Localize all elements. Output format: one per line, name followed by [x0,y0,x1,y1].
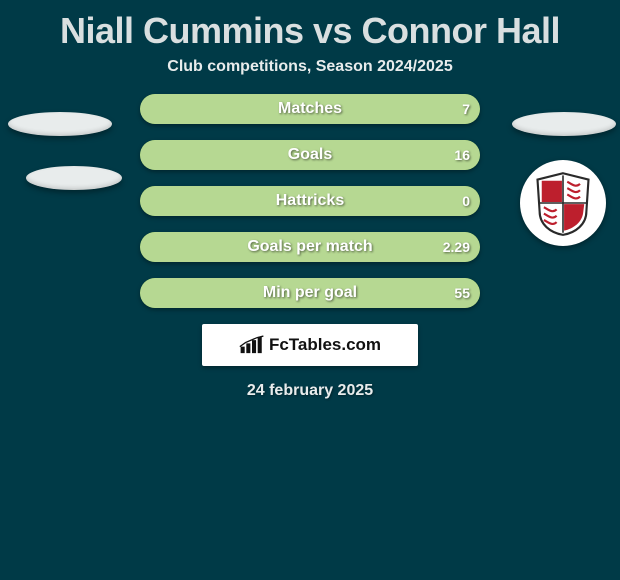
stat-bar: Min per goal55 [140,278,480,308]
stat-bar: Hattricks0 [140,186,480,216]
stat-bar-fill-right [140,232,480,262]
content-area: Matches7 Goals16 Hattricks0 Goals per match… [0,94,620,400]
stat-bar-value-right: 2.29 [443,239,470,255]
crest-svg [529,169,597,237]
brand-chart-icon [239,334,265,356]
stat-bar-value-right: 16 [454,147,470,163]
placeholder-ellipse [26,166,122,190]
stat-bar-fill-right [140,140,480,170]
placeholder-ellipse [512,112,616,136]
brand-text: FcTables.com [269,335,381,355]
stat-bar-fill-right [140,278,480,308]
stat-bar-value-right: 0 [462,193,470,209]
stat-bar: Goals per match2.29 [140,232,480,262]
stat-bar: Goals16 [140,140,480,170]
stat-bar-fill-right [140,94,480,124]
brand-box[interactable]: FcTables.com [202,324,418,366]
stat-bar-value-right: 55 [454,285,470,301]
player-left-avatar [8,88,108,188]
placeholder-ellipse [8,112,112,136]
page-title: Niall Cummins vs Connor Hall [0,0,620,54]
stat-bar-fill-right [140,186,480,216]
stat-bar-value-right: 7 [462,101,470,117]
club-crest-icon [520,160,606,246]
comparison-bars: Matches7 Goals16 Hattricks0 Goals per match… [140,94,480,308]
stat-bar: Matches7 [140,94,480,124]
footer-date: 24 february 2025 [0,366,620,400]
